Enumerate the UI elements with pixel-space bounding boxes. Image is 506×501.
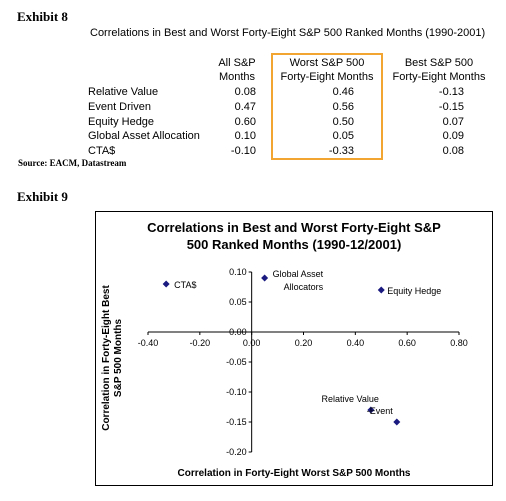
- row-label: Global Asset Allocation: [88, 130, 200, 142]
- header-worst-line2: Forty-Eight Months: [280, 71, 374, 83]
- y-axis-label-line1: Correlation in Forty-Eight Best: [101, 285, 112, 431]
- x-tick-label: 0.80: [450, 338, 468, 348]
- x-axis-label: Correlation in Forty-Eight Worst S&P 500…: [178, 468, 411, 479]
- x-tick-label: 0.60: [398, 338, 416, 348]
- cell-all: 0.08: [234, 86, 256, 98]
- scatter-chart: Correlations in Best and Worst Forty-Eig…: [95, 211, 493, 486]
- cell-all: -0.10: [230, 145, 256, 157]
- cell-all: 0.10: [234, 130, 256, 142]
- chart-title-line2: 500 Ranked Months (1990-12/2001): [187, 237, 402, 252]
- x-tick-label: 0.40: [347, 338, 365, 348]
- data-label: Global Asset: [273, 269, 324, 279]
- y-axis-label-line2: S&P 500 Months: [113, 318, 124, 397]
- header-best-line1: Best S&P 500: [404, 57, 474, 69]
- y-tick-label: -0.10: [226, 387, 247, 397]
- cell-best: -0.15: [438, 101, 464, 113]
- cell-worst: -0.33: [328, 145, 354, 157]
- scatter-chart-svg: Correlations in Best and Worst Forty-Eig…: [101, 220, 468, 479]
- data-point: [261, 274, 269, 282]
- data-label: Allocators: [284, 282, 324, 292]
- header-worst-months: Worst S&P 500 Forty-Eight Months: [272, 56, 382, 84]
- header-all-months: All S&P Months: [214, 56, 260, 84]
- cell-best: 0.07: [442, 116, 464, 128]
- y-tick-label: -0.15: [226, 417, 247, 427]
- x-tick-label: 0.20: [295, 338, 313, 348]
- cell-all: 0.47: [234, 101, 256, 113]
- data-label: -Event: [367, 406, 394, 416]
- cell-worst: 0.46: [332, 86, 354, 98]
- row-label: CTA$: [88, 145, 116, 157]
- data-label: Equity Hedge: [387, 286, 441, 296]
- data-point: [377, 286, 385, 294]
- data-label: Relative Value: [322, 394, 379, 404]
- table-title: Correlations in Best and Worst Forty-Eig…: [90, 27, 486, 39]
- y-tick-label: -0.05: [226, 357, 247, 367]
- chart-title-line1: Correlations in Best and Worst Forty-Eig…: [147, 220, 441, 235]
- worst-column-highlight: [271, 53, 383, 160]
- y-tick-label: 0.10: [229, 267, 247, 277]
- x-tick-label: -0.40: [138, 338, 159, 348]
- header-best-months: Best S&P 500 Forty-Eight Months: [384, 56, 494, 84]
- y-tick-label: -0.20: [226, 447, 247, 457]
- x-tick-label: 0.00: [243, 338, 261, 348]
- exhibit-9-title: Exhibit 9: [17, 189, 68, 204]
- data-point: [393, 418, 401, 426]
- header-worst-line1: Worst S&P 500: [289, 57, 365, 69]
- cell-best: 0.08: [442, 145, 464, 157]
- header-all-line2: Months: [218, 71, 256, 83]
- y-tick-label: 0.05: [229, 297, 247, 307]
- cell-best: 0.09: [442, 130, 464, 142]
- cell-all: 0.60: [234, 116, 256, 128]
- x-tick-label: -0.20: [190, 338, 211, 348]
- row-label: Equity Hedge: [88, 116, 155, 128]
- row-label: Relative Value: [88, 86, 159, 98]
- row-label: Event Driven: [88, 101, 151, 113]
- header-all-line1: All S&P: [218, 57, 256, 69]
- cell-worst: 0.56: [332, 101, 354, 113]
- cell-best: -0.13: [438, 86, 464, 98]
- cell-worst: 0.50: [332, 116, 354, 128]
- exhibit-8-title: Exhibit 8: [17, 9, 68, 24]
- y-tick-label: 0.00: [229, 327, 247, 337]
- data-point: [162, 280, 170, 288]
- header-best-line2: Forty-Eight Months: [392, 71, 486, 83]
- data-label: CTA$: [174, 280, 196, 290]
- source-note: Source: EACM, Datastream: [18, 158, 127, 168]
- cell-worst: 0.05: [332, 130, 354, 142]
- data-point: [367, 406, 375, 414]
